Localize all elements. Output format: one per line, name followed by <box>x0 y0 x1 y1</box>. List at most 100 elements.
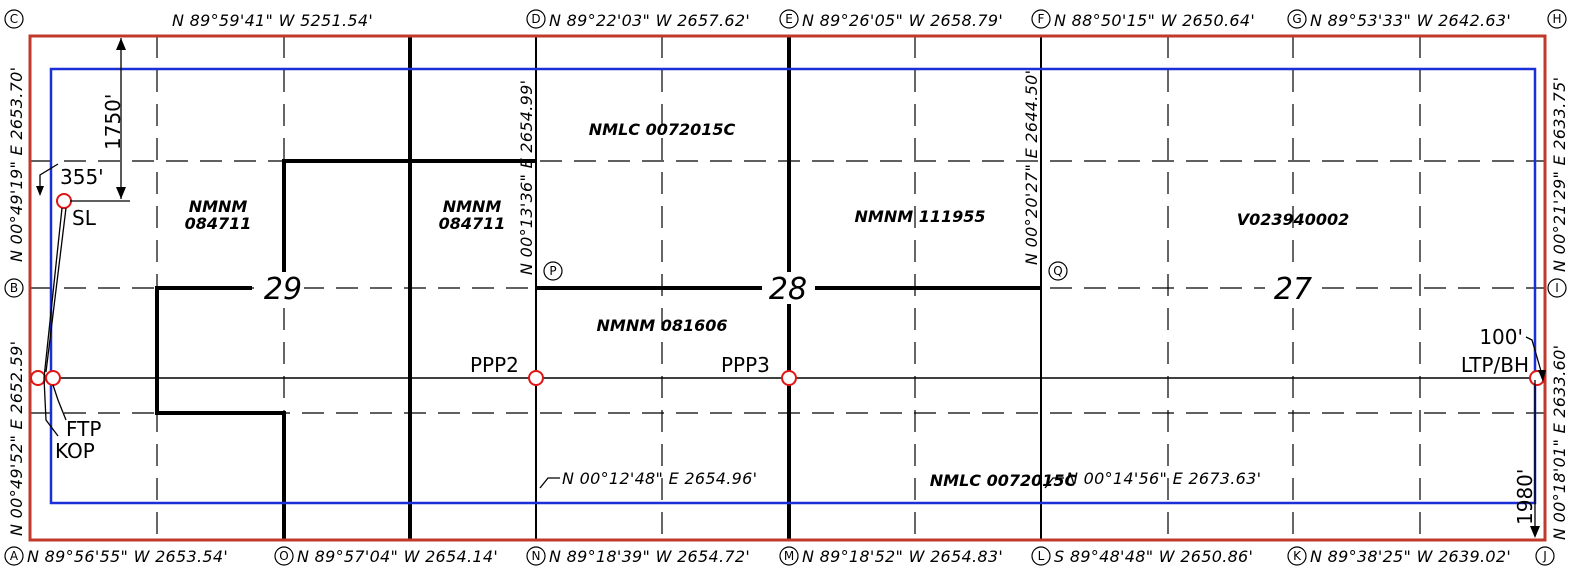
corner-p: P <box>549 264 556 278</box>
bearing-q-l: N 00°14'56" E 2673.63' <box>1066 469 1261 488</box>
dimension-labels: 1750' 355' 100' 1980' <box>60 94 1537 525</box>
lease-nmnm084711-west-line1: NMNM <box>189 197 248 216</box>
dim-355-leader <box>39 163 59 191</box>
lease-nmnm081606: NMNM 081606 <box>597 316 728 335</box>
bearing-h-i: N 00°21'29" E 2633.75' <box>1550 77 1569 272</box>
corner-l-circle <box>1031 546 1051 566</box>
corner-q: Q <box>1053 264 1062 278</box>
corner-g-circle <box>1287 9 1307 29</box>
lease-labels: NMNM 084711 NMNM 084711 NMLC 0072015C NM… <box>185 120 1350 490</box>
bearing-f-g: N 88°50'15" W 2650.64' <box>1054 11 1255 30</box>
ppp2-marker <box>528 370 544 386</box>
corner-o-circle <box>274 546 294 566</box>
ftp-marker <box>45 370 61 386</box>
label-ltp-bh: LTP/BH <box>1461 353 1529 377</box>
dim-1980: 1980' <box>1513 469 1537 525</box>
lease-nmnm084711-east-line2: 084711 <box>439 214 506 233</box>
lease-nmlc-north: NMLC 0072015C <box>589 120 736 139</box>
lease-line-nmnm084711 <box>282 159 536 280</box>
bearing-l-k: S 89°48'48" W 2650.86' <box>1054 547 1253 566</box>
corner-c-circle <box>4 9 24 29</box>
corner-d-circle <box>526 9 546 29</box>
corner-d: D <box>531 12 540 26</box>
section-27-gap <box>1265 272 1320 304</box>
section-27: 27 <box>1274 272 1312 307</box>
label-ppp3: PPP3 <box>721 353 770 377</box>
section-28: 28 <box>769 272 807 307</box>
setback-line <box>49 67 1537 505</box>
corner-g: G <box>1292 12 1301 26</box>
corner-e-circle <box>779 9 799 29</box>
lease-nmnm084711-east-line1: NMNM <box>443 197 502 216</box>
dim-1750: 1750' <box>101 94 125 150</box>
arrow-100 <box>1538 370 1546 382</box>
section-labels: 29 28 27 <box>254 272 1320 307</box>
bearing-d-e: N 89°22'03" W 2657.62' <box>549 11 750 30</box>
corner-i-circle <box>1547 278 1567 298</box>
bearing-c-d: N 89°59'41" W 5251.54' <box>172 11 373 30</box>
arrowheads <box>36 38 1546 538</box>
side-bearings: N 00°49'19" E 2653.70' N 00°49'52" E 265… <box>7 67 1569 540</box>
corner-letters: C D E F G H B I A O N M L K J P Q <box>10 12 1562 563</box>
bearing-f-q: N 00°20'27" E 2644.50' <box>1022 70 1041 265</box>
corner-e: E <box>785 12 793 26</box>
top-bearings: N 89°59'41" W 5251.54' N 89°22'03" W 265… <box>172 11 1511 30</box>
corner-j-circle <box>1535 546 1555 566</box>
bottom-bearings: N 89°56'55" W 2653.54' N 89°57'04" W 265… <box>27 547 1511 566</box>
corner-p-circle <box>543 261 563 281</box>
corner-j: J <box>1542 549 1547 563</box>
corner-i: I <box>1555 281 1559 295</box>
corner-markers <box>4 9 1567 566</box>
lease-nmnm084711-west-line2: 084711 <box>185 214 252 233</box>
lease-line-29-south <box>155 286 286 540</box>
kop-marker <box>30 370 46 386</box>
tract-boundary <box>28 34 1547 542</box>
corner-f: F <box>1038 12 1045 26</box>
arrow-355 <box>36 186 44 196</box>
arrow-1750-top <box>116 38 126 50</box>
corner-h-circle <box>1547 9 1567 29</box>
section-29: 29 <box>264 272 302 307</box>
ftp-leader <box>52 384 67 421</box>
corner-a-circle <box>4 546 24 566</box>
arrow-1750-bottom <box>116 187 126 199</box>
wellpoint-labels: SL PPP2 PPP3 LTP/BH FTP KOP <box>55 206 1529 463</box>
corner-q-circle <box>1048 261 1068 281</box>
corner-c: C <box>10 12 18 26</box>
corner-k-circle <box>1287 546 1307 566</box>
bearing-c-b: N 00°49'19" E 2653.70' <box>7 67 26 262</box>
section-29-gap <box>254 272 304 304</box>
dim-100: 100' <box>1479 325 1523 349</box>
corner-b-circle <box>4 278 24 298</box>
dim-100-leader <box>1525 336 1544 379</box>
bearing-a-o: N 89°56'55" W 2653.54' <box>27 547 228 566</box>
bearing-d-p: N 00°13'36" E 2654.99' <box>517 80 536 275</box>
corner-f-circle <box>1031 9 1051 29</box>
arrow-1980 <box>1530 526 1540 538</box>
lease-nmnm111955: NMNM 111955 <box>855 207 986 226</box>
corner-l: L <box>1038 549 1045 563</box>
lease-nmlc-south: NMLC 0072015C <box>930 471 1077 490</box>
bearing-n-m: N 89°18'39" W 2654.72' <box>549 547 750 566</box>
label-ppp2: PPP2 <box>470 353 519 377</box>
corner-m: M <box>784 549 794 563</box>
corner-n: N <box>532 549 541 563</box>
bearing-e-f: N 89°26'05" W 2658.79' <box>802 11 1003 30</box>
label-ftp: FTP <box>66 417 101 441</box>
corner-m-circle <box>779 546 799 566</box>
bearing-k-j: N 89°38'25" W 2639.02' <box>1310 547 1511 566</box>
corner-n-circle <box>526 546 546 566</box>
corner-a: A <box>10 549 19 563</box>
ppp3-marker <box>781 370 797 386</box>
lease-v023940002: V023940002 <box>1237 210 1350 229</box>
corner-k: K <box>1293 549 1302 563</box>
pn-leader <box>539 477 560 489</box>
leaders <box>39 38 1544 535</box>
bearing-g-h: N 89°53'33" W 2642.63' <box>1310 11 1511 30</box>
bearing-m-l: N 89°18'52" W 2654.83' <box>802 547 1003 566</box>
surface-location-marker <box>56 193 72 209</box>
bearing-p-n: N 00°12'48" E 2654.96' <box>562 469 757 488</box>
ql-leader <box>1044 477 1064 489</box>
bearing-o-n: N 89°57'04" W 2654.14' <box>297 547 498 566</box>
